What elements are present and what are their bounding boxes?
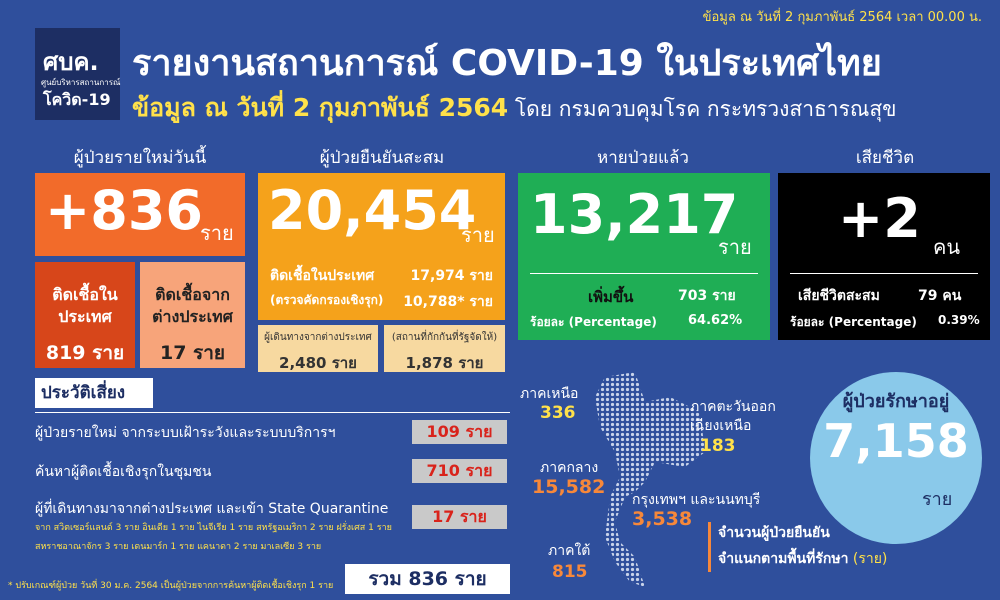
unit: คน	[933, 235, 961, 259]
logo-sub2: โควิด-19	[43, 90, 111, 109]
local-card: ติดเชื้อในประเทศ 819 ราย	[35, 262, 135, 368]
risk-total: รวม 836 ราย	[345, 564, 510, 594]
row-label: ร้อยละ (Percentage)	[530, 315, 657, 329]
big-number: +2	[838, 187, 921, 250]
risk-detail: จาก สวิตเซอร์แลนด์ 3 ราย อินเดีย 1 ราย ไ…	[35, 523, 392, 533]
subtitle-bold: ข้อมูล ณ วันที่ 2 กุมภาพันธ์ 2564	[132, 93, 509, 122]
quarantine-card: (สถานที่กักกันที่รัฐจัดให้) 1,878 ราย	[384, 325, 505, 372]
row-label: เพิ่มขึ้น	[588, 288, 634, 306]
treatment-value: 7,158	[823, 414, 969, 468]
card-label: ติดเชื้อจากต่างประเทศ	[152, 285, 233, 326]
row-value: 703 ราย	[678, 288, 736, 304]
group: ข้อมูล ณ วันที่ 2 กุมภาพันธ์ 2564 โดย กร…	[132, 88, 897, 128]
unit: ราย	[461, 223, 495, 247]
col-label: ผู้ป่วยรายใหม่วันนี้	[73, 148, 207, 168]
unit: ราย	[200, 221, 234, 245]
logo-text: ศบค.	[43, 48, 99, 76]
card-label: (สถานที่กักกันที่รัฐจัดให้)	[391, 332, 498, 343]
caption-unit: (ราย)	[852, 551, 888, 567]
logo-sub: ศูนย์บริหารสถานการณ์	[41, 78, 121, 87]
row-label: ติดเชื้อในประเทศ	[270, 268, 375, 284]
region-name: ภาคเหนือ	[520, 386, 579, 402]
footnote: * ปรับเกณฑ์ผู้ป่วย วันที่ 30 ม.ค. 2564 เ…	[8, 581, 334, 591]
deaths-card: +2 คน เสียชีวิตสะสม 79 คน ร้อยละ (Percen…	[778, 173, 990, 340]
unit: ราย	[718, 235, 752, 259]
row-label: เสียชีวิตสะสม	[798, 288, 880, 304]
unit: ราย	[922, 489, 953, 510]
region-name: ภาคใต้	[548, 543, 591, 559]
divider	[35, 412, 510, 413]
region-value: 15,582	[532, 476, 606, 498]
row-value: 0.39%	[938, 313, 980, 327]
cumulative-card: 20,454 ราย ติดเชื้อในประเทศ 17,974 ราย (…	[258, 173, 505, 320]
imported-card: ติดเชื้อจากต่างประเทศ 17 ราย	[140, 262, 245, 368]
big-number: 20,454	[268, 179, 477, 242]
recovered-card: 13,217 ราย เพิ่มขึ้น 703 ราย ร้อยละ (Per…	[518, 173, 770, 340]
new-cases-card: +836 ราย	[35, 173, 245, 256]
card-value: 17 ราย	[159, 342, 226, 364]
risk-title: ประวัติเสี่ยง	[35, 378, 153, 408]
risk-value: 710 ราย	[412, 459, 507, 483]
divider	[790, 273, 978, 274]
group: จำแนกตามพื้นที่รักษา (ราย)	[718, 548, 887, 570]
region-name: ภาคกลาง	[540, 460, 599, 476]
region-value: 815	[552, 562, 588, 582]
card-value: 2,480 ราย	[279, 354, 357, 372]
treatment-label: ผู้ป่วยรักษาอยู่	[842, 391, 950, 412]
traveler-card: ผู้เดินทางจากต่างประเทศ 2,480 ราย	[258, 325, 378, 372]
caption: จำแนกตามพื้นที่รักษา	[718, 551, 849, 567]
region-value: 183	[700, 436, 736, 456]
caption-bar	[708, 522, 711, 572]
col-label: เสียชีวิต	[855, 148, 915, 168]
region-name: กรุงเทพฯ และนนทบุรี	[632, 492, 761, 508]
title: รายงานสถานการณ์ COVID-19 ในประเทศไทย	[132, 43, 882, 84]
row-value: 64.62%	[688, 313, 743, 328]
region-value: 336	[540, 403, 576, 423]
risk-value: 17 ราย	[412, 505, 507, 529]
big-number: 13,217	[530, 183, 739, 246]
thailand-map	[595, 372, 705, 587]
caption: จำนวนผู้ป่วยยืนยัน	[718, 525, 830, 541]
big-number: +836	[45, 179, 203, 242]
card-value: 819 ราย	[45, 342, 125, 364]
row-value: 10,788* ราย	[403, 294, 493, 310]
row-value: 79 คน	[918, 288, 962, 304]
row-label: (ตรวจคัดกรองเชิงรุก)	[270, 293, 384, 307]
card-label: ติดเชื้อในประเทศ	[52, 285, 118, 326]
card-label: ผู้เดินทางจากต่างประเทศ	[264, 332, 372, 343]
col-label: ผู้ป่วยยืนยันสะสม	[319, 148, 445, 168]
card-value: 1,878 ราย	[405, 354, 484, 372]
row-value: 17,974 ราย	[410, 268, 493, 284]
col-label: หายป่วยแล้ว	[597, 148, 689, 168]
map-shape	[595, 372, 705, 587]
region-value: 3,538	[632, 508, 693, 530]
row-label: ร้อยละ (Percentage)	[790, 315, 917, 329]
logo: ศบค. ศูนย์บริหารสถานการณ์ โควิด-19	[35, 28, 120, 120]
risk-value: 109 ราย	[412, 420, 507, 444]
risk-detail: สหราชอาณาจักร 3 ราย เดนมาร์ก 1 ราย แคนาด…	[35, 542, 322, 552]
subtitle-rest: โดย กรมควบคุมโรค กระทรวงสาธารณสุข	[514, 97, 897, 121]
risk-label: ค้นหาผู้ติดเชื้อเชิงรุกในชุมชน	[35, 464, 212, 480]
divider	[530, 273, 758, 274]
date-note: ข้อมูล ณ วันที่ 2 กุมภาพันธ์ 2564 เวลา 0…	[702, 10, 982, 25]
treatment-circle: ผู้ป่วยรักษาอยู่ 7,158 ราย	[810, 372, 982, 544]
region-name: ภาคตะวันออกเฉียงเหนือ	[690, 399, 776, 434]
risk-label: ผู้ที่เดินทางมาจากต่างประเทศ และเข้า Sta…	[35, 501, 389, 517]
risk-label: ผู้ป่วยรายใหม่ จากระบบเฝ้าระวังและระบบบร…	[35, 425, 336, 441]
